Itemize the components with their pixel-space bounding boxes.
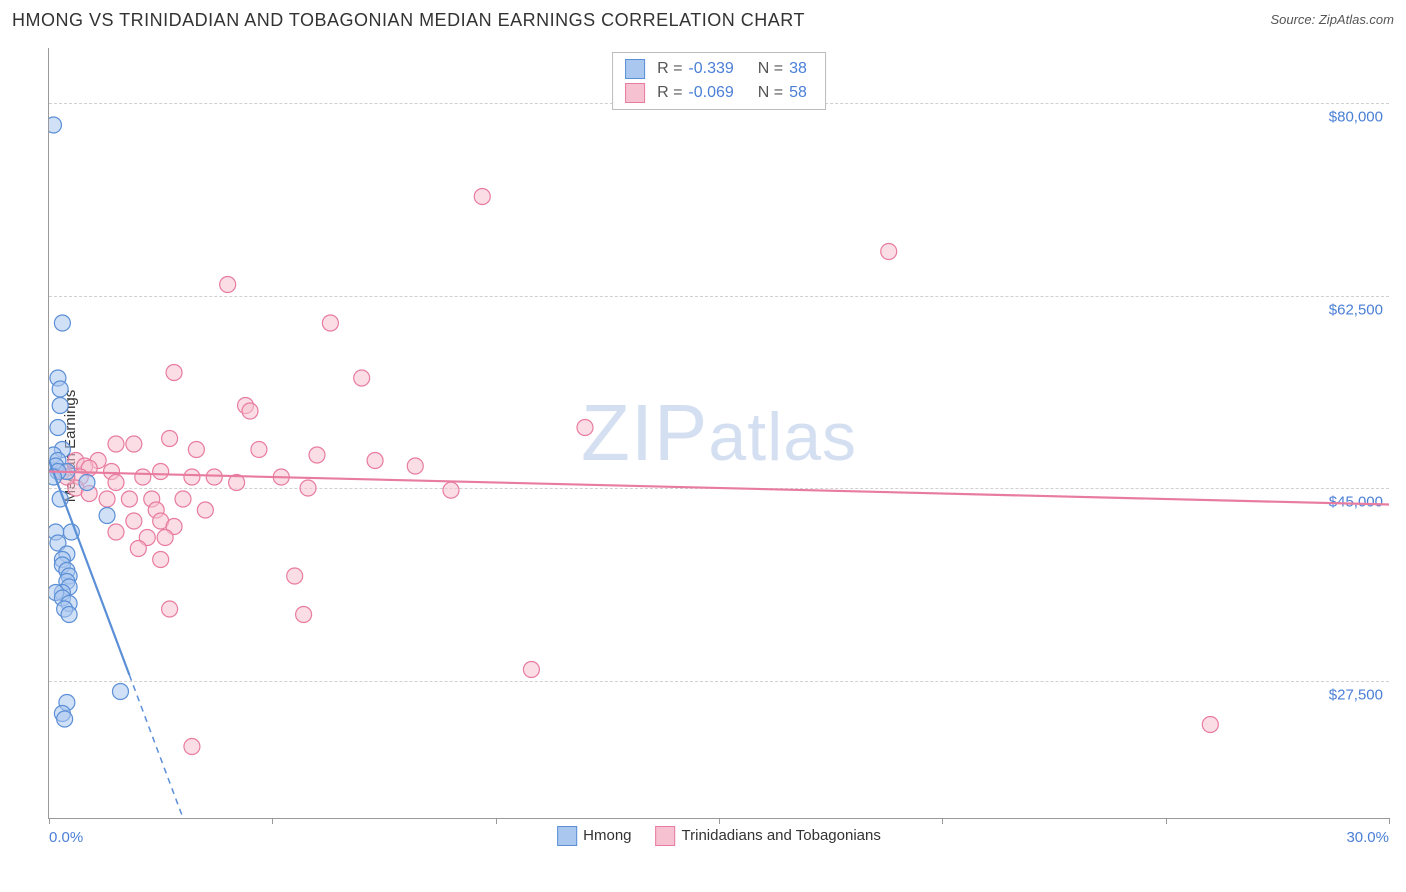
chart-title: HMONG VS TRINIDADIAN AND TOBAGONIAN MEDI… [12, 10, 805, 31]
r-label: R = [657, 81, 682, 105]
legend-stats-box: R = -0.339 N = 38 R = -0.069 N = 58 [612, 52, 826, 110]
regression-line-extrapolated [129, 675, 183, 818]
legend-series: Hmong Trinidadians and Tobagonians [557, 826, 881, 846]
scatter-point [242, 403, 258, 419]
scatter-point [188, 442, 204, 458]
scatter-point [61, 607, 77, 623]
r-value-trinidad: -0.069 [688, 81, 733, 105]
scatter-point [54, 315, 70, 331]
legend-item-hmong: Hmong [557, 826, 631, 846]
scatter-point [523, 662, 539, 678]
scatter-point [367, 453, 383, 469]
x-tick [272, 818, 273, 824]
scatter-point [1202, 717, 1218, 733]
scatter-point [175, 491, 191, 507]
chart-header: HMONG VS TRINIDADIAN AND TOBAGONIAN MEDI… [0, 0, 1406, 40]
scatter-point [99, 491, 115, 507]
scatter-point [49, 117, 61, 133]
x-axis-start-label: 0.0% [49, 829, 83, 846]
x-tick [1389, 818, 1390, 824]
n-label: N = [758, 57, 783, 81]
regression-line [49, 472, 1389, 505]
scatter-point [577, 420, 593, 436]
legend-swatch-trinidad-bottom [656, 826, 676, 846]
legend-label-hmong: Hmong [583, 827, 631, 844]
scatter-point [50, 420, 66, 436]
scatter-point [443, 482, 459, 498]
scatter-point [52, 398, 68, 414]
scatter-point [135, 469, 151, 485]
scatter-point [52, 381, 68, 397]
scatter-point [220, 277, 236, 293]
x-tick [1166, 818, 1167, 824]
scatter-point [57, 711, 73, 727]
source-attribution: Source: ZipAtlas.com [1270, 11, 1394, 29]
x-tick [719, 818, 720, 824]
x-axis-end-label: 30.0% [1346, 829, 1389, 846]
scatter-point [153, 552, 169, 568]
n-label: N = [758, 81, 783, 105]
n-value-hmong: 38 [789, 57, 807, 81]
x-tick [496, 818, 497, 824]
scatter-point [407, 458, 423, 474]
scatter-point [251, 442, 267, 458]
scatter-point [184, 739, 200, 755]
scatter-point [206, 469, 222, 485]
scatter-point [153, 464, 169, 480]
legend-stats-row: R = -0.339 N = 38 [625, 57, 807, 81]
n-value-trinidad: 58 [789, 81, 807, 105]
scatter-point [126, 513, 142, 529]
scatter-point [354, 370, 370, 386]
source-name: ZipAtlas.com [1319, 12, 1394, 27]
scatter-point [99, 508, 115, 524]
legend-item-trinidad: Trinidadians and Tobagonians [656, 826, 881, 846]
x-tick [49, 818, 50, 824]
scatter-point [108, 436, 124, 452]
legend-stats-row: R = -0.069 N = 58 [625, 81, 807, 105]
scatter-point [296, 607, 312, 623]
legend-swatch-trinidad [625, 83, 645, 103]
scatter-point [322, 315, 338, 331]
x-tick [942, 818, 943, 824]
scatter-point [162, 601, 178, 617]
scatter-point [287, 568, 303, 584]
scatter-point [79, 475, 95, 491]
legend-swatch-hmong [625, 59, 645, 79]
scatter-point [166, 365, 182, 381]
scatter-point [184, 469, 200, 485]
scatter-point [162, 431, 178, 447]
scatter-point [108, 524, 124, 540]
scatter-point [300, 480, 316, 496]
scatter-point [126, 436, 142, 452]
chart-svg [49, 48, 1389, 818]
scatter-point [157, 530, 173, 546]
scatter-point [112, 684, 128, 700]
legend-swatch-hmong-bottom [557, 826, 577, 846]
scatter-point [130, 541, 146, 557]
legend-label-trinidad: Trinidadians and Tobagonians [682, 827, 881, 844]
scatter-point [121, 491, 137, 507]
scatter-point [474, 189, 490, 205]
scatter-point [108, 475, 124, 491]
scatter-point [881, 244, 897, 260]
r-label: R = [657, 57, 682, 81]
scatter-point [309, 447, 325, 463]
scatter-point [197, 502, 213, 518]
r-value-hmong: -0.339 [688, 57, 733, 81]
source-prefix: Source: [1270, 12, 1318, 27]
chart-plot-area: ZIPatlas R = -0.339 N = 38 R = -0.069 N … [48, 48, 1389, 819]
